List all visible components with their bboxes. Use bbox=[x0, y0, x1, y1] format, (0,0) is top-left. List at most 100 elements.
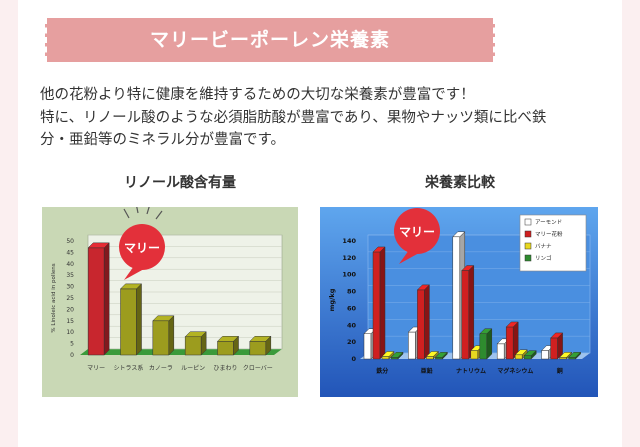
callout-spark bbox=[123, 208, 130, 219]
description-line: 特に、リノール酸のような必須脂肪酸が豊富であり、果物やナッツ類に比べ鉄 bbox=[40, 109, 547, 126]
y-tick-label: 35 bbox=[66, 272, 74, 279]
y-tick-label: 100 bbox=[342, 271, 356, 279]
legend-swatch bbox=[524, 254, 532, 262]
y-tick-label: 5 bbox=[70, 341, 74, 348]
chart-title-nutrients: 栄養素比較 bbox=[425, 175, 495, 191]
x-tick-label: ナトリウム bbox=[456, 367, 486, 375]
section-banner: マリービーポーレン栄養素 bbox=[45, 18, 495, 62]
linoleic-acid-chart: 0 5 10 15 20 25 30 35 40 45 50 % Linoleic acid in p… bbox=[42, 207, 298, 397]
section-title: マリービーポーレン栄養素 bbox=[149, 29, 390, 51]
legend-label: バナナ bbox=[535, 243, 552, 250]
bar-4-side bbox=[530, 350, 537, 360]
bar-2 bbox=[461, 270, 470, 360]
callout-spark bbox=[155, 210, 163, 220]
bar-4 bbox=[479, 333, 488, 360]
x-tick-label: 亜鉛 bbox=[421, 367, 433, 375]
y-tick-label: 50 bbox=[66, 238, 74, 245]
y-tick-label: 15 bbox=[66, 318, 74, 325]
bar-1 bbox=[452, 236, 461, 360]
y-axis-label: % Linoleic acid in pollens bbox=[51, 263, 57, 332]
bar-1 bbox=[496, 343, 505, 360]
bar-4-side bbox=[486, 328, 493, 360]
bar-4 bbox=[523, 355, 532, 360]
y-tick-label: 30 bbox=[66, 284, 74, 291]
callout-label: マリー bbox=[124, 241, 160, 255]
bar-4-side bbox=[575, 351, 581, 360]
bar-2 bbox=[550, 337, 558, 360]
x-tick-label: ルーピン bbox=[181, 365, 205, 372]
y-tick-label: 60 bbox=[347, 304, 357, 312]
bar-2-side bbox=[424, 284, 430, 360]
y-tick-label: 80 bbox=[347, 288, 357, 296]
x-tick-label: 鉄分 bbox=[376, 367, 388, 375]
bar-4-side bbox=[442, 351, 448, 360]
legend-label: アーモンド bbox=[535, 219, 562, 226]
legend-swatch bbox=[524, 242, 532, 250]
callout-bubble bbox=[394, 208, 440, 254]
bar-1 bbox=[541, 350, 549, 360]
bar bbox=[249, 341, 267, 356]
bar-3 bbox=[470, 350, 479, 360]
callout-spark bbox=[146, 207, 150, 215]
callout-spark bbox=[136, 207, 139, 214]
y-tick-label: 0 bbox=[351, 355, 356, 363]
description-line: 分・亜鉛等のミネラル分が豊富です。 bbox=[40, 132, 286, 148]
bar-2 bbox=[372, 251, 381, 360]
x-tick-label: クローバー bbox=[243, 365, 273, 372]
y-tick-label: 120 bbox=[342, 254, 356, 262]
x-tick-label: マリー bbox=[87, 365, 105, 372]
y-tick-label: 45 bbox=[66, 249, 74, 256]
bar-2-side bbox=[379, 246, 386, 360]
bar-2 bbox=[417, 289, 425, 360]
bar bbox=[120, 288, 137, 356]
y-tick-label: 25 bbox=[66, 295, 74, 302]
x-tick-label: カノーラ bbox=[149, 365, 173, 372]
y-tick-label: 40 bbox=[347, 321, 357, 329]
callout-pointer bbox=[124, 266, 144, 280]
bar-side bbox=[136, 283, 142, 356]
y-tick-label: 10 bbox=[66, 329, 74, 336]
bar bbox=[184, 336, 202, 356]
legend-label: リンゴ bbox=[535, 254, 552, 262]
chart-title-linoleic: リノール酸含有量 bbox=[124, 175, 236, 191]
x-tick-label: ひまわり bbox=[213, 365, 237, 372]
y-axis-label: mg/kg bbox=[328, 288, 336, 311]
bar-4 bbox=[390, 357, 399, 360]
callout-bubble bbox=[119, 224, 165, 270]
bar-3 bbox=[559, 357, 567, 360]
legend-swatch bbox=[524, 218, 532, 226]
x-tick-label: シトラス系 bbox=[114, 364, 144, 372]
y-tick-label: 20 bbox=[347, 338, 357, 346]
nutrient-comparison-chart: 0 20 40 60 80 100 120 140 mg/kg 鉄分 亜鉛 ナトリウム マグネシウム 銅 ア… bbox=[320, 207, 598, 397]
callout-label: マリー bbox=[399, 225, 435, 239]
bar-3 bbox=[426, 356, 434, 360]
legend-label: マリー花粉 bbox=[535, 230, 563, 238]
callout-pointer bbox=[399, 250, 419, 264]
legend-swatch bbox=[524, 230, 532, 238]
bar bbox=[87, 247, 105, 356]
bar-side bbox=[168, 315, 175, 356]
x-tick-label: マグネシウム bbox=[497, 367, 533, 375]
bar-3 bbox=[381, 356, 390, 360]
bar-side bbox=[103, 242, 110, 356]
bar-3 bbox=[514, 354, 523, 360]
y-tick-label: 0 bbox=[70, 352, 74, 359]
bar-2 bbox=[505, 326, 514, 360]
bar-1 bbox=[408, 331, 416, 360]
description-line: 他の花粉より特に健康を維持するための大切な栄養素が豊富です！ bbox=[40, 87, 475, 103]
y-tick-label: 40 bbox=[66, 261, 74, 268]
y-tick-label: 140 bbox=[342, 237, 356, 245]
bar-side bbox=[265, 335, 272, 356]
bar bbox=[152, 320, 170, 356]
description: 他の花粉より特に健康を維持するための大切な栄養素が豊富です！ 特に、リノール酸の… bbox=[40, 84, 610, 152]
bar-4 bbox=[435, 357, 443, 360]
y-tick-label: 20 bbox=[66, 306, 74, 313]
bar-4 bbox=[568, 357, 576, 360]
bar-2-side bbox=[468, 264, 475, 360]
bar-side bbox=[233, 335, 239, 356]
bar-side bbox=[200, 331, 207, 356]
bar bbox=[217, 341, 234, 356]
bar-4-side bbox=[397, 351, 404, 360]
x-tick-label: 銅 bbox=[557, 367, 563, 375]
bar-1 bbox=[363, 333, 372, 360]
